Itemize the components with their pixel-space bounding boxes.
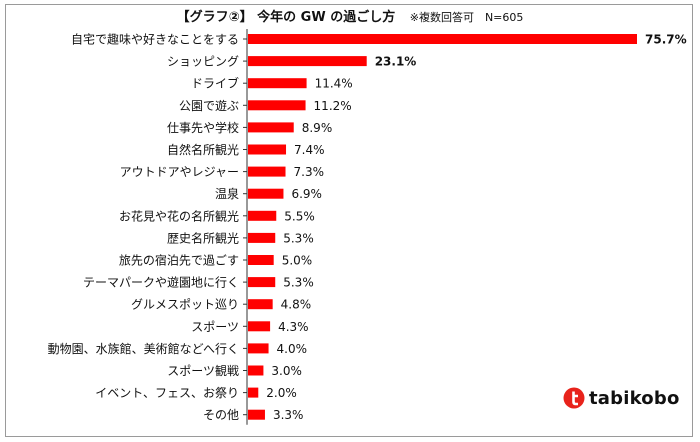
bar (248, 188, 284, 199)
brand-name: tabikobo (589, 387, 680, 409)
data-label: 5.5% (284, 209, 315, 223)
bar (248, 34, 637, 44)
bar (248, 166, 286, 177)
category-label: アウトドアやレジャー (120, 165, 239, 179)
data-label: 4.0% (277, 342, 308, 356)
category-label: 温泉 (215, 187, 239, 201)
data-label: 3.0% (271, 364, 302, 378)
bar (248, 365, 264, 376)
data-label: 5.3% (283, 231, 314, 245)
data-label: 5.0% (282, 254, 313, 268)
brand-logo: tabikobo (563, 387, 680, 409)
sample-note: ※複数回答可 N=605 (409, 11, 524, 24)
data-label: 4.3% (278, 320, 309, 334)
category-label: グルメスポット巡り (131, 298, 239, 312)
bar (248, 56, 367, 67)
bar (248, 299, 273, 310)
data-label: 75.7% (645, 33, 687, 47)
data-label: 7.4% (294, 143, 325, 157)
data-label: 4.8% (281, 298, 312, 312)
bar (248, 78, 307, 89)
bar (248, 232, 276, 243)
data-label: 6.9% (291, 187, 322, 201)
bar (248, 387, 259, 398)
chart-frame (5, 4, 693, 437)
data-label: 11.2% (314, 99, 352, 113)
data-label: 5.3% (283, 276, 314, 290)
data-label: 7.3% (294, 165, 325, 179)
category-label: 歴史名所観光 (167, 230, 239, 245)
bar (248, 255, 274, 265)
category-label: スポーツ観戦 (167, 364, 239, 378)
bar (248, 100, 306, 111)
bar (248, 122, 294, 133)
data-label: 8.9% (302, 121, 333, 135)
data-label: 23.1% (375, 55, 417, 69)
bar (248, 343, 269, 354)
category-label: ショッピング (167, 55, 239, 69)
bar (248, 144, 287, 155)
data-label: 2.0% (266, 386, 297, 400)
category-label: スポーツ (191, 320, 239, 334)
category-label: テーマパークや遊園地に行く (83, 275, 239, 290)
category-label: お花見や花の名所観光 (119, 208, 239, 223)
category-label: 旅先の宿泊先で過ごす (119, 253, 239, 268)
category-label: イベント、フェス、お祭り (95, 386, 239, 400)
title-text: 【グラフ②】 今年の GW の過ごし方 (176, 10, 396, 25)
category-label: 自宅で趣味や好きなことをする (71, 32, 239, 47)
data-label: 11.4% (315, 77, 353, 91)
tabikobo-logo-icon (563, 387, 585, 409)
data-label: 3.3% (273, 408, 304, 422)
bar (248, 321, 271, 332)
category-label: 仕事先や学校 (167, 120, 239, 135)
category-label: 公園で遊ぶ (179, 98, 239, 113)
category-label: ドライブ (191, 76, 239, 91)
bar (248, 277, 276, 288)
bar (248, 409, 265, 420)
chart-title: 【グラフ②】 今年の GW の過ごし方 ※複数回答可 N=605 (0, 6, 700, 25)
category-label: 動物園、水族館、美術館などへ行く (48, 341, 239, 356)
category-label: その他 (203, 408, 239, 422)
category-label: 自然名所観光 (167, 142, 239, 157)
bar (248, 210, 277, 221)
